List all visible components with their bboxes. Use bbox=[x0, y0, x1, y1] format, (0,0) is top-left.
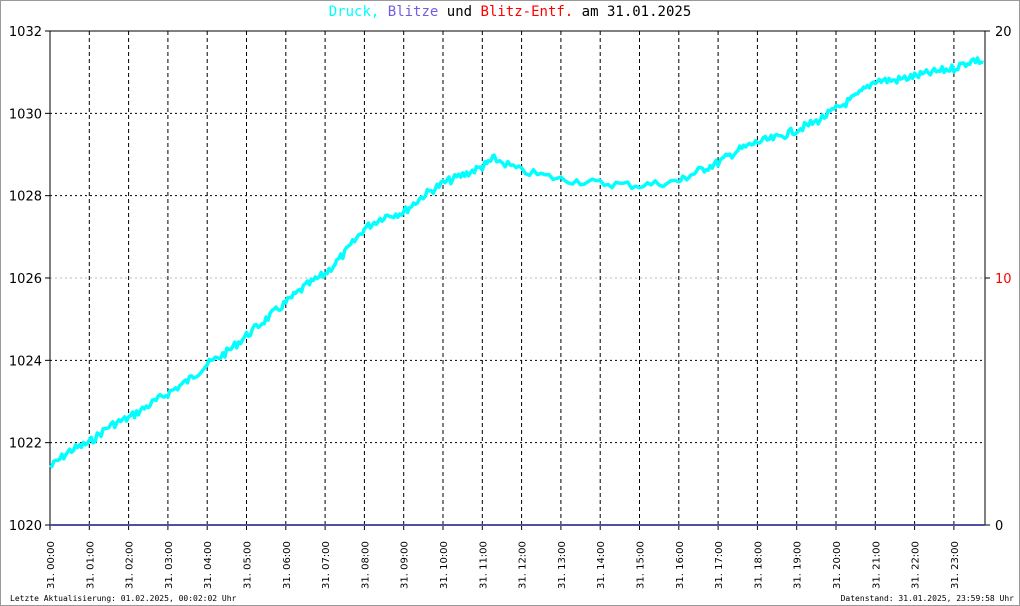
x-tick-label: 31. 01:00 bbox=[85, 541, 96, 589]
x-tick-label: 31. 14:00 bbox=[596, 541, 607, 589]
title-und: und bbox=[446, 4, 473, 20]
x-tick-label: 31. 22:00 bbox=[911, 541, 922, 589]
x-tick-label: 31. 00:00 bbox=[46, 541, 57, 589]
title-blitz-entf: Blitz-Entf. bbox=[480, 4, 574, 20]
series-line-druck bbox=[49, 56, 984, 469]
x-tick-label: 31. 20:00 bbox=[832, 541, 843, 589]
x-tick-label: 31. 15:00 bbox=[636, 541, 647, 589]
x-tick-label: 31. 08:00 bbox=[360, 541, 371, 589]
y2-tick-label: 0 bbox=[995, 519, 1003, 534]
x-tick-label: 31. 16:00 bbox=[675, 541, 686, 589]
x-tick-label: 31. 06:00 bbox=[282, 541, 293, 589]
x-tick-label: 31. 02:00 bbox=[125, 541, 136, 589]
x-tick-label: 31. 05:00 bbox=[243, 541, 254, 589]
title-druck: Druck, bbox=[328, 4, 380, 20]
x-tick-label: 31. 21:00 bbox=[871, 541, 882, 589]
x-tick-label: 31. 23:00 bbox=[950, 541, 961, 589]
x-tick-label: 31. 18:00 bbox=[753, 541, 764, 589]
x-tick-label: 31. 09:00 bbox=[400, 541, 411, 589]
x-tick-label: 31. 17:00 bbox=[714, 541, 725, 589]
x-tick-label: 31. 03:00 bbox=[164, 541, 175, 589]
x-tick-label: 31. 04:00 bbox=[203, 541, 214, 589]
y-tick-label: 1020 bbox=[9, 519, 42, 534]
last-update-text: Letzte Aktualisierung: 01.02.2025, 00:02… bbox=[10, 594, 237, 603]
title-blitze: Blitze bbox=[387, 4, 439, 20]
y-tick-label: 1022 bbox=[9, 437, 42, 452]
x-tick-label: 31. 11:00 bbox=[478, 541, 489, 589]
chart-title: Druck, Blitze und Blitz-Entf. am 31.01.2… bbox=[0, 4, 1020, 20]
y-tick-label: 1030 bbox=[9, 107, 42, 122]
x-tick-label: 31. 19:00 bbox=[793, 541, 804, 589]
y2-tick-label: 10 bbox=[995, 272, 1012, 287]
y-tick-label: 1028 bbox=[9, 190, 42, 205]
title-date: am 31.01.2025 bbox=[581, 4, 692, 20]
y2-tick-label: 20 bbox=[995, 25, 1012, 40]
data-status-text: Datenstand: 31.01.2025, 23:59:58 Uhr bbox=[840, 594, 1014, 603]
x-tick-label: 31. 07:00 bbox=[321, 541, 332, 589]
y-tick-label: 1032 bbox=[9, 25, 42, 40]
y-tick-label: 1026 bbox=[9, 272, 42, 287]
x-tick-label: 31. 13:00 bbox=[557, 541, 568, 589]
y-tick-label: 1024 bbox=[9, 354, 42, 369]
x-tick-label: 31. 10:00 bbox=[439, 541, 450, 589]
x-tick-label: 31. 12:00 bbox=[518, 541, 529, 589]
